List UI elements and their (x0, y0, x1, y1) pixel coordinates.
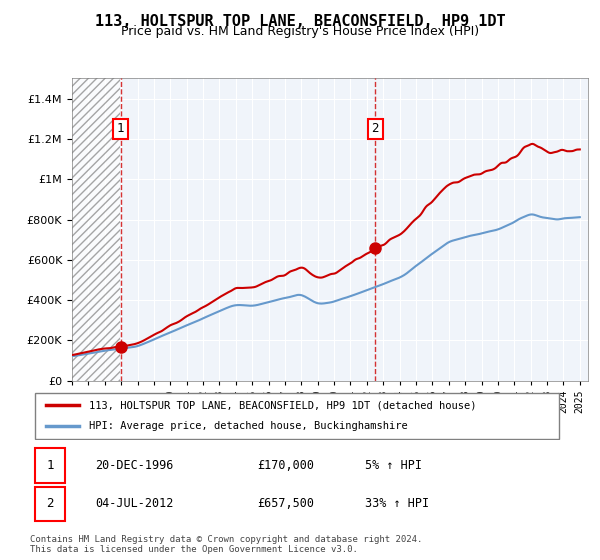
Text: 2: 2 (371, 122, 379, 136)
Text: 04-JUL-2012: 04-JUL-2012 (95, 497, 173, 510)
Text: 20-DEC-1996: 20-DEC-1996 (95, 459, 173, 472)
Text: 1: 1 (117, 122, 124, 136)
FancyBboxPatch shape (35, 449, 65, 483)
FancyBboxPatch shape (35, 487, 65, 521)
Text: 33% ↑ HPI: 33% ↑ HPI (365, 497, 429, 510)
Text: Contains HM Land Registry data © Crown copyright and database right 2024.
This d: Contains HM Land Registry data © Crown c… (30, 535, 422, 554)
Text: 5% ↑ HPI: 5% ↑ HPI (365, 459, 422, 472)
Text: £170,000: £170,000 (257, 459, 314, 472)
Text: 113, HOLTSPUR TOP LANE, BEACONSFIELD, HP9 1DT: 113, HOLTSPUR TOP LANE, BEACONSFIELD, HP… (95, 14, 505, 29)
Bar (72, 78, 121, 381)
Text: 1: 1 (46, 459, 54, 472)
Text: 2: 2 (46, 497, 54, 510)
FancyBboxPatch shape (35, 394, 559, 438)
Text: £657,500: £657,500 (257, 497, 314, 510)
Text: 113, HOLTSPUR TOP LANE, BEACONSFIELD, HP9 1DT (detached house): 113, HOLTSPUR TOP LANE, BEACONSFIELD, HP… (89, 400, 477, 410)
Text: HPI: Average price, detached house, Buckinghamshire: HPI: Average price, detached house, Buck… (89, 421, 408, 431)
Text: Price paid vs. HM Land Registry's House Price Index (HPI): Price paid vs. HM Land Registry's House … (121, 25, 479, 38)
